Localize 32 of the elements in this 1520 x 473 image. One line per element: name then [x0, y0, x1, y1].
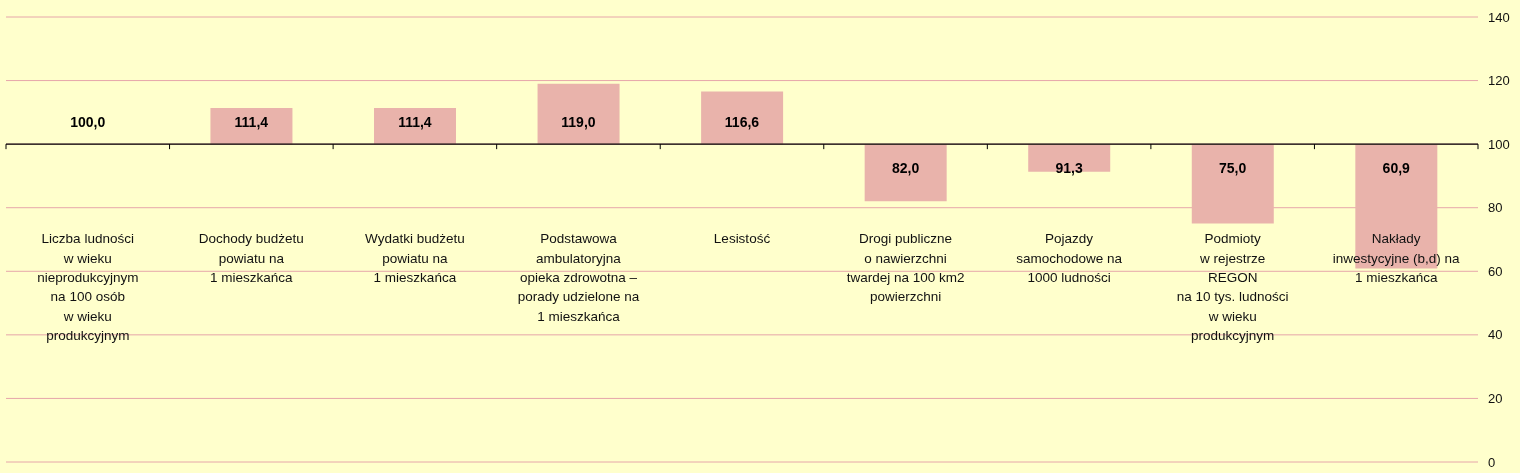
x-tick-label: Podmioty w rejestrze REGON na 10 tys. ludności w wieku produkcyjnym — [1176, 231, 1289, 344]
y-tick-label: 140 — [1488, 9, 1510, 25]
y-tick-label: 40 — [1488, 327, 1503, 343]
text: 100,0 — [70, 114, 106, 131]
data-label: 91,3 — [1055, 160, 1083, 177]
data-label: 111,4 — [398, 114, 432, 131]
x-tick-label: Liczba ludności w wieku nieprodukcyjnym na 100 osób w wieku produkcyjnym — [37, 231, 139, 344]
x-tick-label: Wydatki budżetu powiatu na 1 mieszkańca — [365, 231, 465, 285]
data-label: 116,6 — [724, 114, 760, 131]
bar — [701, 91, 784, 145]
y-tick-label: 60 — [1488, 263, 1503, 279]
y-tick-label: 20 — [1488, 391, 1503, 407]
bar — [864, 144, 947, 202]
x-tick-label: Nakłady inwestycyjne (b,d) na 1 mieszkańca — [1332, 231, 1461, 285]
data-label: 119,0 — [561, 114, 596, 131]
data-label: 60,9 — [1382, 160, 1411, 177]
bar — [210, 107, 293, 145]
data-label: 75,0 — [1219, 160, 1247, 177]
y-tick-label: 100 — [1488, 136, 1510, 152]
data-label: 111,4 — [234, 114, 269, 131]
bar — [1191, 144, 1274, 224]
y-tick-label: 0 — [1488, 454, 1496, 470]
x-tick-label: Dochody budżetu powiatu na 1 mieszkańca — [198, 231, 304, 285]
bar — [537, 83, 620, 145]
x-tick-label: Lesistość — [713, 231, 771, 247]
x-tick-label: Podstawowa ambulatoryjna opieka zdrowotna – porady udzielone na 1 mieszkańca — [517, 231, 640, 324]
x-tick-label: Pojazdy samochodowe na 1000 ludności — [1016, 231, 1123, 285]
y-tick-label: 120 — [1488, 73, 1510, 89]
data-label: 82,0 — [891, 160, 920, 177]
y-tick-label: 80 — [1488, 200, 1503, 216]
bar — [374, 107, 456, 145]
x-tick-label: Drogi publiczne o nawierzchni twardej na 100 km2 powierzchni — [846, 231, 965, 305]
